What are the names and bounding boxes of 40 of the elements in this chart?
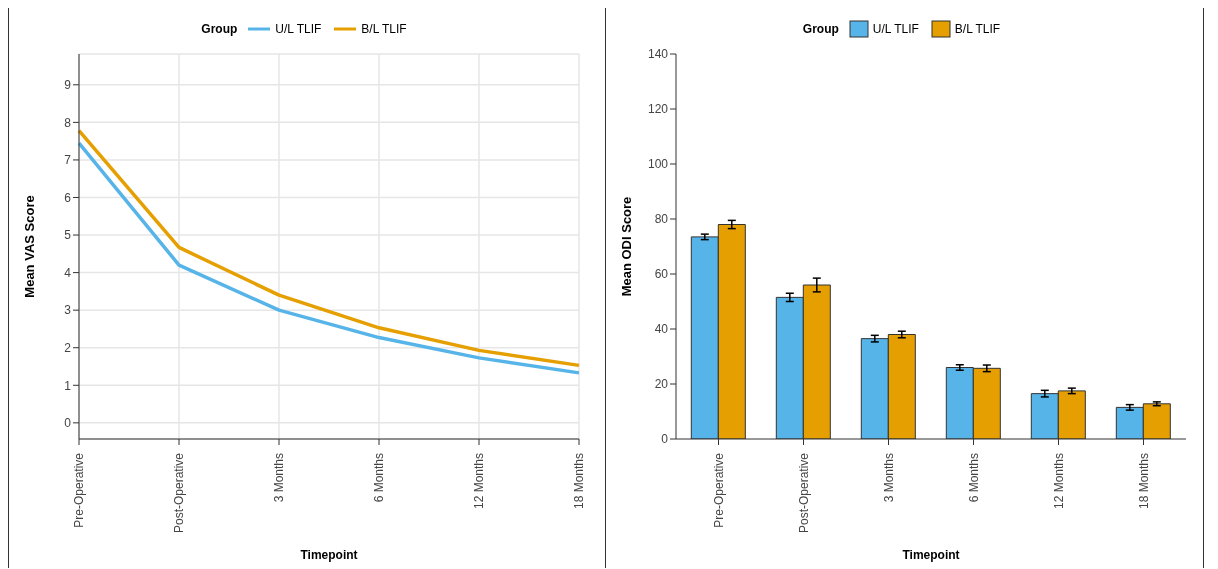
y-tick-label: 2 [64, 340, 72, 355]
x-tick-label: 3 Months [272, 453, 286, 503]
y-tick-label: 60 [654, 267, 669, 282]
legend-label: U/L TLIF [871, 21, 919, 38]
y-tick-label: 120 [647, 102, 669, 117]
y-tick-label: 80 [654, 212, 669, 227]
y-tick-label: 1 [64, 378, 72, 393]
x-axis-title: Timepoint [300, 548, 358, 562]
y-tick-label: 100 [647, 157, 669, 172]
legend-label: B/L TLIF [360, 22, 407, 36]
y-axis-title: Mean ODI Score [618, 196, 634, 297]
y-tick-label: 5 [64, 228, 72, 243]
x-tick-label: Pre-Operative [711, 452, 726, 528]
x-tick-label: Post-Operative [796, 452, 811, 534]
y-tick-label: 0 [64, 416, 72, 431]
x-tick-label: Pre-Operative [72, 452, 86, 528]
x-tick-label: 18 Months [1136, 453, 1151, 510]
legend-label: U/L TLIF [274, 22, 322, 36]
y-tick-label: 40 [654, 322, 669, 337]
y-tick-label: 4 [64, 265, 72, 280]
legend-title: Group [802, 22, 839, 36]
y-tick-label: 20 [654, 377, 669, 392]
y-axis-title: Mean VAS Score [21, 195, 37, 298]
y-tick-label: 7 [64, 153, 72, 168]
x-tick-label: 6 Months [966, 453, 981, 503]
y-tick-label: 0 [661, 432, 669, 447]
legend-title: Group [201, 22, 238, 36]
y-tick-label: 140 [647, 47, 669, 62]
y-tick-label: 6 [64, 190, 72, 205]
y-tick-label: 3 [64, 303, 72, 318]
x-tick-label: 12 Months [472, 453, 486, 510]
x-tick-label: Post-Operative [172, 452, 186, 534]
y-tick-label: 9 [64, 78, 72, 93]
x-tick-label: 3 Months [881, 453, 896, 503]
x-axis-title: Timepoint [902, 548, 960, 562]
x-tick-label: 6 Months [372, 453, 386, 503]
x-tick-label: 12 Months [1051, 453, 1066, 510]
x-tick-label: 18 Months [572, 453, 586, 510]
legend-label: B/L TLIF [953, 21, 1001, 38]
y-tick-label: 8 [64, 115, 72, 130]
